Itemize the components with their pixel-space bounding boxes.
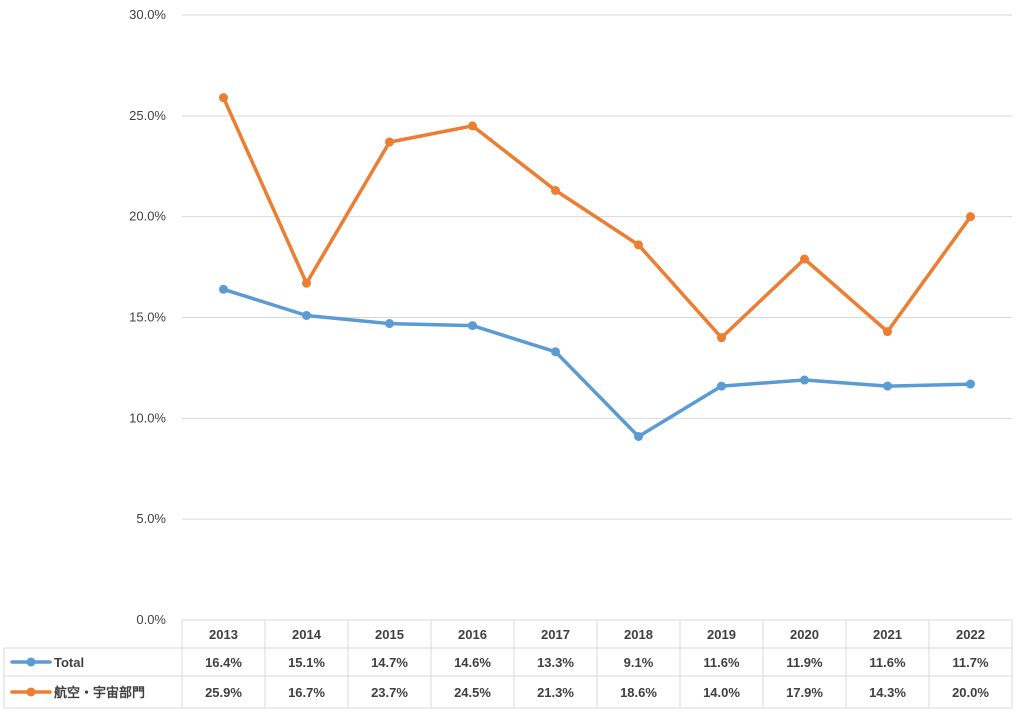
- data-point: [302, 310, 311, 320]
- data-table-value: 14.7%: [371, 655, 408, 670]
- series-line-0: [221, 287, 973, 439]
- x-category-label: 2019: [707, 627, 736, 642]
- series-lines: [219, 93, 975, 441]
- data-point: [717, 381, 726, 391]
- data-table-value: 9.1%: [624, 655, 654, 670]
- data-point: [551, 347, 560, 357]
- data-point: [385, 319, 394, 329]
- x-category-label: 2013: [209, 627, 238, 642]
- data-point: [966, 212, 975, 222]
- y-tick-label: 5.0%: [136, 511, 166, 526]
- legend-key-marker: [26, 657, 36, 667]
- data-table-value: 17.9%: [786, 685, 823, 700]
- y-tick-label: 15.0%: [129, 310, 166, 325]
- data-table-value: 15.1%: [288, 655, 325, 670]
- y-tick-label: 25.0%: [129, 108, 166, 123]
- data-table-value: 14.6%: [454, 655, 491, 670]
- data-point: [634, 240, 643, 250]
- x-category-label: 2021: [873, 627, 902, 642]
- x-category-label: 2016: [458, 627, 487, 642]
- x-category-label: 2014: [292, 627, 322, 642]
- y-tick-label: 30.0%: [129, 7, 166, 22]
- data-point: [551, 185, 560, 195]
- y-tick-label: 10.0%: [129, 410, 166, 425]
- data-point: [800, 254, 809, 264]
- data-point: [800, 375, 809, 385]
- y-tick-label: 0.0%: [136, 612, 166, 627]
- legend-key-marker: [26, 687, 36, 697]
- data-table-value: 14.0%: [703, 685, 740, 700]
- data-table-value: 16.7%: [288, 685, 325, 700]
- data-point: [883, 327, 892, 337]
- legend-series-name: Total: [54, 655, 84, 670]
- data-table-value: 25.9%: [205, 685, 242, 700]
- x-category-label: 2018: [624, 627, 653, 642]
- data-point: [717, 333, 726, 343]
- data-point: [966, 379, 975, 389]
- x-category-label: 2015: [375, 627, 404, 642]
- data-point: [883, 381, 892, 391]
- data-table-value: 11.6%: [869, 655, 906, 670]
- gridlines: [182, 14, 1012, 520]
- data-table-value: 21.3%: [537, 685, 574, 700]
- x-category-label: 2022: [956, 627, 985, 642]
- data-point: [219, 93, 228, 103]
- data-table: 2013 2014 2015 2016 2017 2018 2019 2020 2021 2022…: [3, 619, 1013, 709]
- data-table-value: 14.3%: [869, 685, 906, 700]
- y-tick-label: 20.0%: [129, 209, 166, 224]
- data-point: [468, 321, 477, 331]
- data-point: [385, 137, 394, 147]
- data-point: [468, 121, 477, 131]
- x-category-label: 2017: [541, 627, 570, 642]
- x-category-label: 2020: [790, 627, 819, 642]
- data-table-value: 23.7%: [371, 685, 408, 700]
- data-table-value: 11.6%: [703, 655, 740, 670]
- data-table-value: 20.0%: [952, 685, 989, 700]
- data-point: [219, 284, 228, 294]
- data-table-value: 18.6%: [620, 685, 657, 700]
- data-table-value: 11.9%: [786, 655, 823, 670]
- y-axis: 0.0% 5.0% 10.0% 15.0% 20.0% 25.0% 30.0%: [129, 7, 166, 627]
- data-point: [302, 278, 311, 288]
- data-table-value: 13.3%: [537, 655, 574, 670]
- data-table-value: 11.7%: [952, 655, 989, 670]
- legend-series-name: 航空・宇宙部門: [54, 685, 145, 700]
- data-table-value: 16.4%: [205, 655, 242, 670]
- series-line-1: [221, 95, 973, 340]
- data-point: [634, 431, 643, 441]
- data-table-value: 24.5%: [454, 685, 491, 700]
